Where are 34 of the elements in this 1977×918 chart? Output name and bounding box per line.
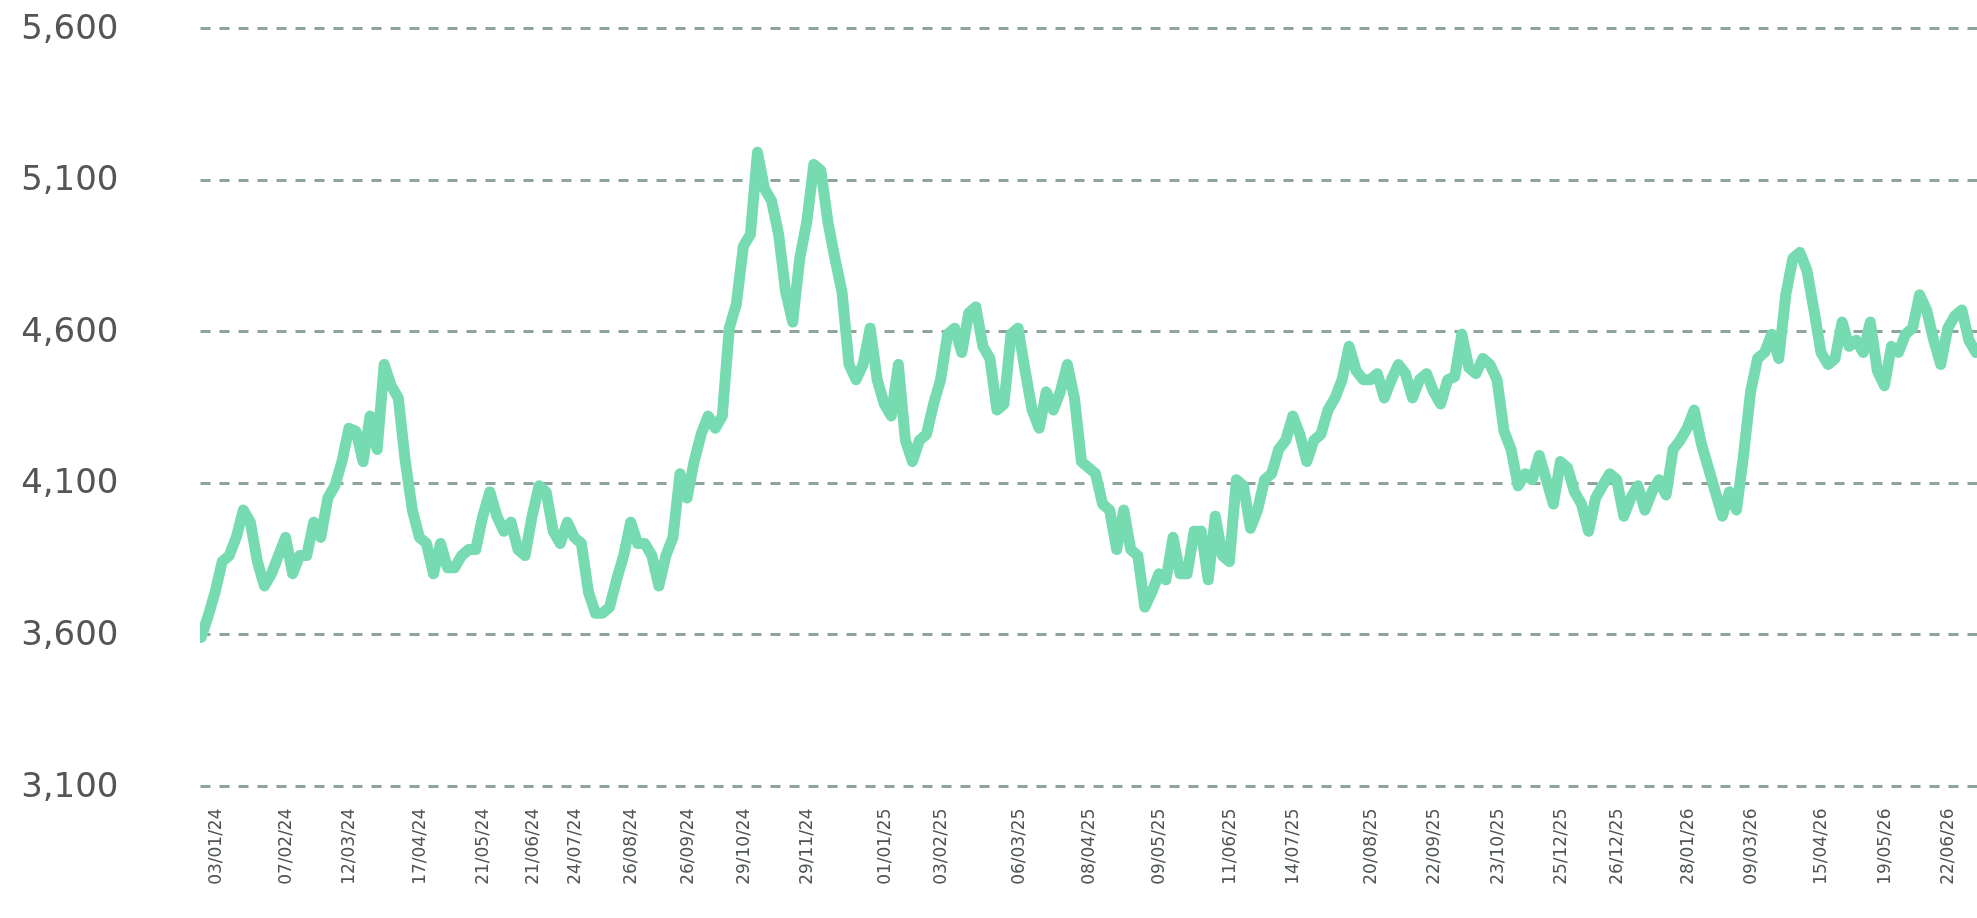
x-tick-label: 12/03/24 bbox=[338, 808, 359, 885]
x-tick-label: 07/02/24 bbox=[275, 808, 296, 885]
x-tick-label: 03/01/24 bbox=[204, 808, 225, 885]
x-tick-label: 15/04/26 bbox=[1810, 808, 1831, 885]
x-tick-label: 22/09/25 bbox=[1423, 808, 1444, 885]
x-tick-label: 23/10/25 bbox=[1486, 808, 1507, 885]
x-tick-label: 19/05/26 bbox=[1873, 808, 1894, 885]
x-tick-label: 26/12/25 bbox=[1606, 808, 1627, 885]
x-tick-label: 03/02/25 bbox=[930, 808, 951, 885]
x-tick-label: 26/09/24 bbox=[676, 808, 697, 885]
x-tick-label: 24/07/24 bbox=[563, 808, 584, 885]
x-tick-label: 29/10/24 bbox=[732, 808, 753, 885]
x-tick-label: 26/08/24 bbox=[620, 808, 641, 885]
x-tick-label: 08/04/25 bbox=[1078, 808, 1098, 885]
y-tick-label: 4,600 bbox=[21, 309, 119, 350]
y-tick-label: 4,100 bbox=[21, 461, 119, 502]
x-tick-label: 14/07/25 bbox=[1282, 808, 1303, 885]
x-tick-label: 01/01/25 bbox=[873, 808, 894, 885]
x-tick-label: 11/06/25 bbox=[1218, 808, 1239, 885]
x-tick-label: 29/11/24 bbox=[796, 808, 817, 885]
y-tick-label: 5,600 bbox=[21, 6, 119, 47]
x-tick-label: 28/01/26 bbox=[1676, 808, 1697, 885]
x-tick-label: 25/12/25 bbox=[1549, 808, 1570, 885]
x-tick-label: 09/03/26 bbox=[1740, 808, 1761, 885]
x-tick-label: 17/04/24 bbox=[408, 808, 429, 885]
y-tick-label: 5,100 bbox=[21, 158, 119, 199]
x-tick-label: 20/08/25 bbox=[1359, 808, 1380, 885]
x-tick-label: 06/03/25 bbox=[1007, 808, 1028, 885]
x-tick-label: 21/05/24 bbox=[472, 808, 493, 885]
y-tick-label: 3,100 bbox=[21, 764, 119, 805]
x-tick-label: 21/06/24 bbox=[521, 808, 542, 885]
y-tick-label: 3,600 bbox=[21, 612, 119, 653]
x-tick-label: 09/05/25 bbox=[1148, 808, 1169, 885]
x-tick-label: 22/06/26 bbox=[1937, 808, 1958, 885]
